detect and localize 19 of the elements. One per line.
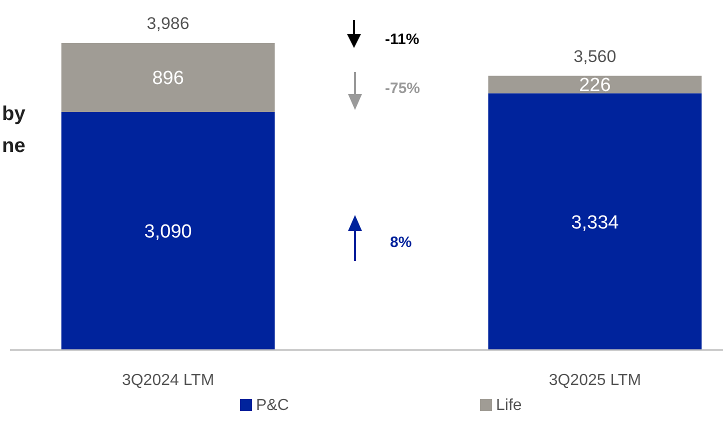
annotation: -11% xyxy=(385,31,420,48)
bar xyxy=(61,43,275,112)
annotation: 8% xyxy=(390,234,412,251)
total-label: 3,986 xyxy=(146,14,190,33)
legend-label: Life xyxy=(496,397,522,414)
x-tick-label: 3Q2025 LTM xyxy=(548,372,642,389)
annotation: by xyxy=(2,103,26,125)
legend-label: P&C xyxy=(256,397,289,414)
data-label: 896 xyxy=(152,68,184,90)
annotation: -75% xyxy=(385,80,420,97)
data-label: 226 xyxy=(579,75,611,96)
data-label: 3,090 xyxy=(144,222,192,243)
data-label: 3,334 xyxy=(571,212,620,234)
total-label: 3,560 xyxy=(574,46,616,66)
x-tick-label: 3Q2024 LTM xyxy=(122,372,214,389)
bar xyxy=(488,93,702,350)
bar xyxy=(488,76,702,94)
annotation: ne xyxy=(2,135,26,157)
bar xyxy=(61,112,275,350)
